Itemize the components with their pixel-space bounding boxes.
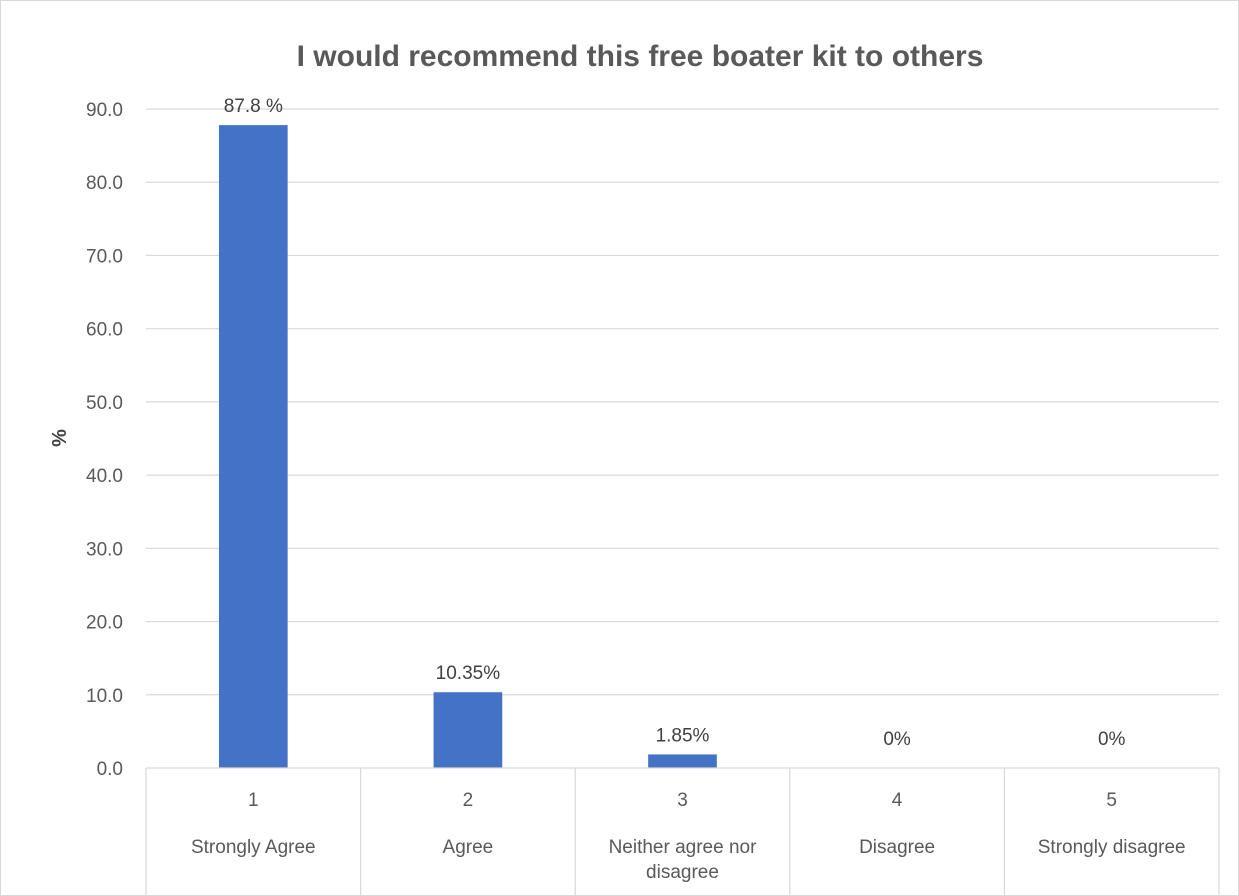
data-label: 87.8 %: [224, 96, 283, 117]
x-category-number: 2: [463, 790, 474, 811]
x-category-label: Disagree: [859, 837, 935, 858]
x-category-label: Strongly disagree: [1038, 837, 1186, 858]
y-tick-label: 60.0: [86, 320, 123, 341]
data-label: 0%: [1098, 729, 1126, 750]
y-tick-label: 80.0: [86, 173, 123, 194]
x-category-label: Agree: [443, 837, 494, 858]
bar: [648, 754, 717, 768]
data-label: 0%: [883, 729, 911, 750]
y-axis-ticks: 0.0 10.0 20.0 30.0 40.0 50.0 60.0 70.0 80.0 90.0: [86, 100, 123, 780]
y-tick-label: 20.0: [86, 613, 123, 634]
bar: [218, 125, 288, 768]
x-category-number: 4: [892, 790, 903, 811]
bar: [433, 692, 503, 768]
x-category-number: 1: [248, 790, 259, 811]
x-category-number: 3: [677, 790, 688, 811]
y-tick-label: 50.0: [86, 393, 123, 414]
data-labels: 87.8 % 10.35% 1.85% 0% 0%: [224, 96, 1126, 750]
y-tick-label: 0.0: [97, 759, 123, 780]
gridlines: [146, 108, 1219, 696]
data-label: 10.35%: [436, 663, 501, 684]
y-axis-label: %: [49, 429, 71, 447]
y-tick-label: 10.0: [86, 686, 123, 707]
y-tick-label: 70.0: [86, 246, 123, 267]
x-category-number: 5: [1106, 790, 1117, 811]
x-category-label: Strongly Agree: [191, 837, 316, 858]
y-tick-label: 90.0: [86, 100, 123, 121]
chart-title: I would recommend this free boater kit t…: [297, 40, 984, 73]
x-category-label: disagree: [646, 862, 719, 883]
y-tick-label: 40.0: [86, 466, 123, 487]
x-category-label: Neither agree nor: [609, 837, 758, 858]
y-tick-label: 30.0: [86, 539, 123, 560]
x-axis: 1 Strongly Agree 2 Agree 3 Neither agree nor d…: [145, 767, 1220, 896]
data-label: 1.85%: [656, 725, 710, 746]
bars: [218, 125, 717, 768]
